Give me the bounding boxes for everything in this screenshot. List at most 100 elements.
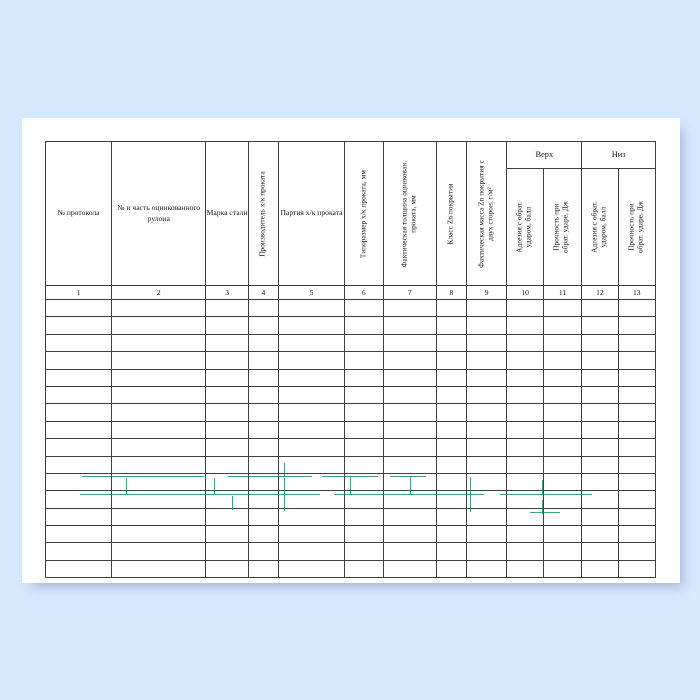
table-row[interactable] — [44, 368, 657, 387]
table-cell[interactable] — [617, 455, 657, 474]
table-cell[interactable] — [277, 559, 346, 579]
table-cell[interactable] — [382, 403, 437, 422]
table-cell[interactable] — [435, 472, 467, 492]
table-cell[interactable] — [542, 525, 583, 544]
table-cell[interactable] — [506, 316, 544, 335]
table-row[interactable] — [44, 490, 657, 509]
table-cell[interactable] — [247, 298, 279, 318]
table-cell[interactable] — [617, 420, 657, 440]
table-cell[interactable] — [581, 368, 619, 387]
table-cell[interactable] — [542, 298, 583, 318]
table-cell[interactable] — [382, 542, 437, 561]
table-cell[interactable] — [581, 351, 619, 370]
table-cell[interactable] — [542, 420, 583, 440]
table-cell[interactable] — [344, 559, 384, 579]
table-cell[interactable] — [542, 438, 583, 457]
table-cell[interactable] — [344, 385, 384, 405]
table-cell[interactable] — [277, 316, 346, 335]
table-cell[interactable] — [542, 316, 583, 335]
table-cell[interactable] — [617, 368, 657, 387]
table-cell[interactable] — [111, 316, 207, 335]
table-cell[interactable] — [617, 351, 657, 370]
table-cell[interactable] — [344, 525, 384, 544]
table-cell[interactable] — [111, 490, 207, 509]
table-cell[interactable] — [542, 559, 583, 579]
table-cell[interactable] — [277, 472, 346, 492]
table-cell[interactable] — [205, 351, 249, 370]
table-cell[interactable] — [617, 542, 657, 561]
table-cell[interactable] — [581, 455, 619, 474]
table-cell[interactable] — [581, 559, 619, 579]
table-cell[interactable] — [205, 403, 249, 422]
table-cell[interactable] — [205, 472, 249, 492]
table-cell[interactable] — [44, 472, 113, 492]
table-cell[interactable] — [542, 542, 583, 561]
table-cell[interactable] — [44, 420, 113, 440]
table-cell[interactable] — [247, 490, 279, 509]
table-row[interactable] — [44, 507, 657, 527]
table-cell[interactable] — [111, 333, 207, 353]
table-cell[interactable] — [44, 298, 113, 318]
table-cell[interactable] — [435, 490, 467, 509]
table-cell[interactable] — [382, 455, 437, 474]
table-cell[interactable] — [247, 525, 279, 544]
table-cell[interactable] — [111, 438, 207, 457]
table-cell[interactable] — [247, 507, 279, 527]
table-cell[interactable] — [506, 368, 544, 387]
table-cell[interactable] — [382, 490, 437, 509]
table-cell[interactable] — [435, 438, 467, 457]
table-cell[interactable] — [617, 507, 657, 527]
table-cell[interactable] — [581, 420, 619, 440]
table-cell[interactable] — [435, 525, 467, 544]
table-cell[interactable] — [542, 368, 583, 387]
table-cell[interactable] — [617, 298, 657, 318]
table-row[interactable] — [44, 438, 657, 457]
table-cell[interactable] — [581, 333, 619, 353]
table-cell[interactable] — [465, 333, 508, 353]
table-cell[interactable] — [277, 298, 346, 318]
table-row[interactable] — [44, 525, 657, 544]
table-cell[interactable] — [506, 420, 544, 440]
table-cell[interactable] — [205, 438, 249, 457]
table-cell[interactable] — [205, 507, 249, 527]
table-cell[interactable] — [581, 507, 619, 527]
table-cell[interactable] — [465, 385, 508, 405]
table-cell[interactable] — [581, 403, 619, 422]
table-cell[interactable] — [581, 316, 619, 335]
table-cell[interactable] — [382, 333, 437, 353]
table-cell[interactable] — [506, 525, 544, 544]
table-cell[interactable] — [382, 507, 437, 527]
table-cell[interactable] — [44, 559, 113, 579]
table-cell[interactable] — [111, 298, 207, 318]
table-cell[interactable] — [617, 472, 657, 492]
table-cell[interactable] — [617, 559, 657, 579]
table-cell[interactable] — [382, 316, 437, 335]
table-cell[interactable] — [435, 507, 467, 527]
table-cell[interactable] — [44, 507, 113, 527]
table-cell[interactable] — [247, 438, 279, 457]
table-cell[interactable] — [111, 507, 207, 527]
table-cell[interactable] — [344, 316, 384, 335]
table-cell[interactable] — [617, 333, 657, 353]
table-row[interactable] — [44, 333, 657, 353]
table-cell[interactable] — [205, 298, 249, 318]
table-cell[interactable] — [247, 368, 279, 387]
table-cell[interactable] — [344, 542, 384, 561]
table-cell[interactable] — [617, 490, 657, 509]
table-cell[interactable] — [344, 333, 384, 353]
table-cell[interactable] — [44, 542, 113, 561]
table-cell[interactable] — [617, 403, 657, 422]
table-cell[interactable] — [465, 472, 508, 492]
table-cell[interactable] — [277, 542, 346, 561]
table-cell[interactable] — [435, 316, 467, 335]
table-cell[interactable] — [506, 351, 544, 370]
table-cell[interactable] — [542, 455, 583, 474]
table-cell[interactable] — [344, 368, 384, 387]
table-cell[interactable] — [205, 368, 249, 387]
table-cell[interactable] — [435, 385, 467, 405]
table-row[interactable] — [44, 403, 657, 422]
table-cell[interactable] — [277, 438, 346, 457]
table-cell[interactable] — [44, 385, 113, 405]
table-cell[interactable] — [581, 472, 619, 492]
table-cell[interactable] — [205, 559, 249, 579]
